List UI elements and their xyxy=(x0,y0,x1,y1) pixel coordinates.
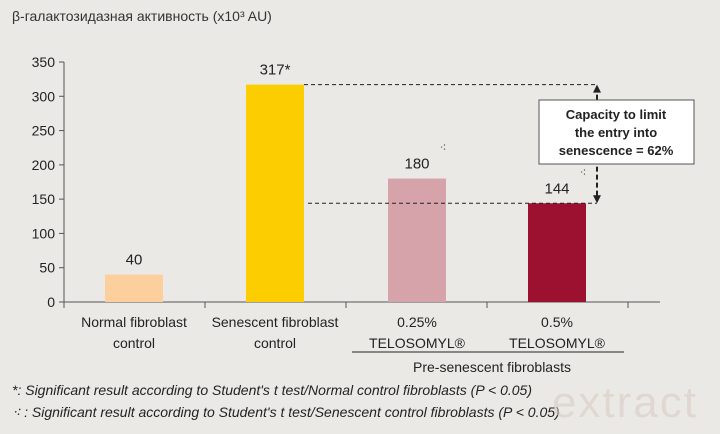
bar xyxy=(388,178,446,302)
category-label: TELOSOMYL® xyxy=(509,335,606,351)
group-label: Pre-senescent fibroblasts xyxy=(413,359,571,375)
annotation-text: Capacity to limit xyxy=(566,107,667,122)
bar xyxy=(528,203,586,302)
y-tick-label: 200 xyxy=(32,157,56,173)
annotation-text: the entry into xyxy=(575,125,657,140)
y-tick-label: 250 xyxy=(32,123,56,139)
category-label: Normal fibroblast xyxy=(81,314,187,330)
arrow-head-down xyxy=(593,195,601,204)
data-label: 180 xyxy=(404,156,429,173)
annotation-text: senescence = 62% xyxy=(559,143,674,158)
data-label: 317* xyxy=(260,62,291,79)
data-label: 40 xyxy=(126,252,143,269)
annotation-box xyxy=(538,99,695,165)
footnote-significance-normal: *: Significant result according to Stude… xyxy=(12,382,533,398)
y-tick-label: 350 xyxy=(32,54,56,70)
category-label: control xyxy=(113,335,155,351)
footnote-significance-senescent: ⁖ : Significant result according to Stud… xyxy=(12,404,560,420)
chart-title: β-галактозидазная активность (x10³ AU) xyxy=(12,8,272,24)
data-label: 144 xyxy=(544,180,569,197)
arrow-head-up xyxy=(593,84,601,93)
bar xyxy=(105,274,163,302)
category-label: 0.5% xyxy=(541,314,573,330)
category-label: control xyxy=(254,335,296,351)
watermark: extract xyxy=(551,378,698,427)
bar xyxy=(246,84,304,302)
y-tick-label: 50 xyxy=(39,260,55,276)
category-label: TELOSOMYL® xyxy=(369,335,466,351)
y-tick-label: 100 xyxy=(32,225,56,241)
category-label: Senescent fibroblast xyxy=(212,314,339,330)
significance-marker: ⁖ xyxy=(439,141,446,155)
significance-marker: ⁖ xyxy=(579,165,586,179)
y-tick-label: 150 xyxy=(32,191,56,207)
category-label: 0.25% xyxy=(397,314,437,330)
y-tick-label: 0 xyxy=(47,294,55,310)
y-tick-label: 300 xyxy=(32,88,56,104)
